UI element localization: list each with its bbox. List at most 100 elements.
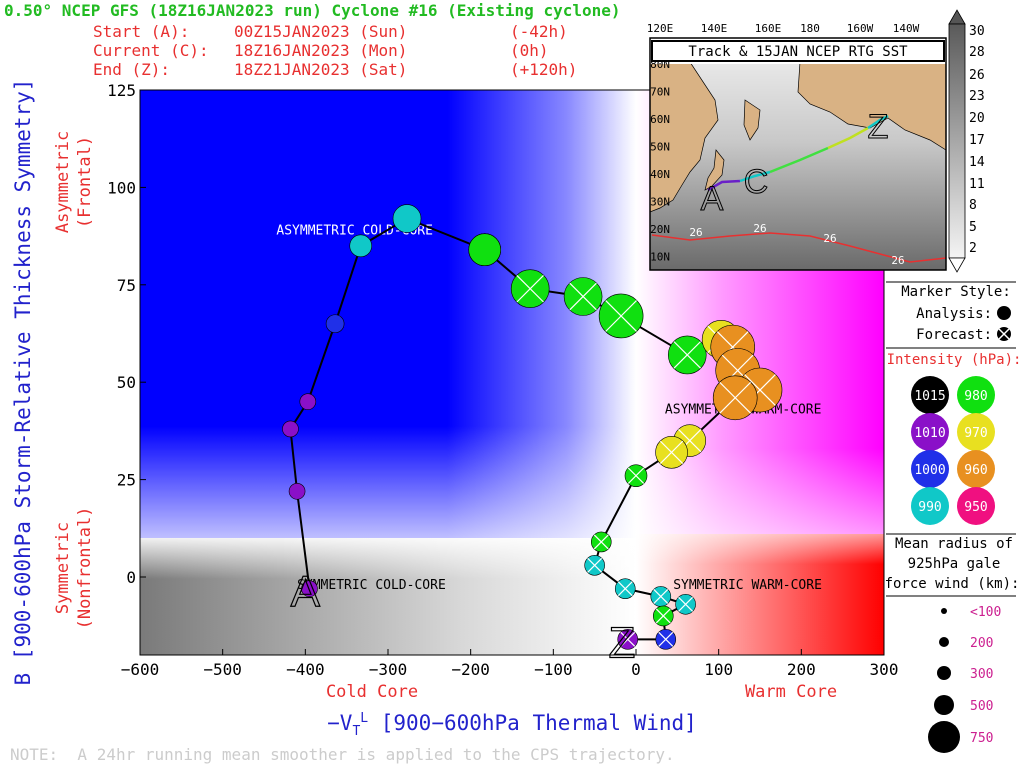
inset-lon-label-0: 120E [647, 22, 674, 35]
trajectory-point-28 [655, 629, 677, 650]
trajectory-point-6 [392, 204, 422, 233]
trajectory-point-24 [614, 578, 636, 599]
inset-lat-label-7: 10N [650, 251, 670, 264]
chart-title: 0.50° NCEP GFS (18Z16JAN2023 run) Cyclon… [4, 1, 621, 20]
inset-lat-label-2: 60N [650, 113, 670, 126]
trajectory-point-25 [650, 586, 672, 607]
trajectory-point-3 [299, 393, 317, 410]
end-label: End (Z): [93, 60, 170, 79]
x-tick-label-1: −500 [203, 660, 242, 679]
x-tick-label-6: 0 [631, 660, 641, 679]
inset-lat-label-0: 80N [650, 58, 670, 71]
svg-text:300: 300 [970, 667, 993, 682]
start-time: 00Z15JAN2023 (Sun) [234, 22, 407, 41]
x-tick-label-7: 100 [704, 660, 733, 679]
legend: Marker Style: Analysis: Forecast: Intens… [885, 281, 1022, 753]
y-tick-label-3: 75 [117, 276, 136, 295]
inset-lat-label-1: 70N [650, 86, 670, 99]
trajectory-point-22 [590, 531, 612, 553]
x-tick-label-4: −200 [451, 660, 490, 679]
legend-intensities: 1015 980 1010 970 1000 960 990 950 [911, 376, 995, 525]
colorbar-label-8: 8 [969, 198, 977, 213]
quadrant-label-2: SYMMETRIC COLD-CORE [297, 578, 446, 593]
trajectory-point-12 [598, 293, 644, 339]
y-tick-label-2: 50 [117, 373, 136, 392]
inset-lon-label-1: 140E [701, 22, 728, 35]
legend-radius-300: 300 [937, 666, 993, 682]
sst-colorbar: 30 28 26 23 20 17 14 11 8 5 2 [948, 9, 985, 273]
colorbar-label-5: 17 [969, 133, 985, 148]
legend-radius-200: 200 [939, 636, 993, 651]
run-info: Start (A): 00Z15JAN2023 (Sun) (-42h) Cur… [93, 22, 577, 79]
svg-text:750: 750 [970, 731, 993, 746]
y-tick-label-1: 25 [117, 471, 136, 490]
trajectory-point-2 [282, 420, 299, 438]
quadrant-label-3: SYMMETRIC WARM-CORE [673, 578, 822, 593]
svg-text:960: 960 [964, 463, 987, 478]
inset-track-d [827, 126, 869, 150]
inset-track-b [739, 170, 771, 183]
trajectory-point-27 [652, 605, 674, 627]
inset-sst-label-3: 26 [823, 232, 836, 245]
x-tick-label-2: −400 [286, 660, 325, 679]
x-tick-label-8: 200 [787, 660, 816, 679]
inset-lon-label-2: 160E [755, 22, 782, 35]
legend-forecast-label: Forecast: [916, 327, 992, 343]
legend-forecast-dot [997, 327, 1011, 341]
inset-marker-z: Z [868, 108, 889, 146]
inset-track-c [769, 146, 829, 174]
inset-map: Track & 15JAN NCEP RTG SST 26 26 26 26 A… [647, 22, 947, 271]
trajectory-point-1 [288, 482, 306, 500]
colorbar-label-3: 23 [969, 89, 985, 104]
trajectory-point-23 [584, 555, 605, 576]
legend-radius-750: 750 [928, 721, 993, 753]
current-label: Current (C): [93, 41, 209, 60]
legend-radius-title-1: Mean radius of [895, 536, 1013, 552]
trajectory-point-0 [301, 580, 318, 597]
trajectory-point-4 [325, 314, 345, 334]
inset-lon-labels: 120E 140E 160E 180 160W 140W [647, 22, 920, 35]
legend-analysis-label: Analysis: [916, 306, 992, 322]
legend-intensity-title: Intensity (hPa): [887, 352, 1022, 368]
legend-intensity-980: 980 [957, 376, 995, 414]
legend-intensity-1010: 1010 [911, 413, 949, 451]
inset-lat-labels: 80N 70N 60N 50N 40N 30N 20N 10N [650, 58, 670, 264]
colorbar-label-2: 26 [969, 68, 985, 83]
trajectory-point-10 [510, 269, 550, 308]
colorbar-label-0: 30 [969, 24, 985, 39]
svg-text:200: 200 [970, 636, 993, 651]
inset-lat-label-3: 50N [650, 141, 670, 154]
inset-land-asia [649, 61, 719, 213]
svg-text:Symmetric: Symmetric [53, 522, 73, 614]
trajectory-point-9 [468, 233, 502, 267]
inset-lat-label-4: 40N [650, 168, 670, 181]
inset-lon-label-5: 140W [893, 22, 920, 35]
trajectory-point-21 [624, 464, 648, 488]
svg-text:990: 990 [918, 500, 941, 515]
svg-text:(Nonfrontal): (Nonfrontal) [75, 507, 95, 630]
colorbar-label-10: 2 [969, 241, 977, 256]
colorbar-label-4: 20 [969, 111, 985, 126]
inset-marker-a: A [701, 180, 724, 218]
legend-intensity-1000: 1000 [911, 450, 949, 488]
trajectory: AZ [282, 204, 783, 668]
inset-marker-c: C [744, 163, 769, 201]
y-tick-label-5: 125 [107, 81, 136, 100]
inset-land-kamchatka [743, 99, 761, 141]
legend-marker-style-title: Marker Style: [901, 284, 1011, 300]
legend-radius-title-2: 925hPa gale [908, 556, 1001, 572]
y-tick-label-4: 100 [107, 178, 136, 197]
x-axis-title: −VTL [900−600hPa Thermal Wind] [327, 711, 697, 739]
y-side-label-bottom: Symmetric (Nonfrontal) [53, 507, 95, 630]
legend-intensity-970: 970 [957, 413, 995, 451]
inset-lat-label-5: 30N [650, 196, 670, 209]
inset-land-japan [704, 149, 725, 191]
trajectory-point-29 [617, 629, 639, 650]
legend-intensity-960: 960 [957, 450, 995, 488]
legend-radius-500: 500 [934, 695, 993, 715]
trajectory-point-26 [675, 593, 696, 615]
trajectory-point-11 [563, 277, 603, 316]
x-side-label-warm: Warm Core [745, 682, 837, 702]
legend-radius-title-3: force wind (km): [885, 576, 1020, 592]
colorbar-label-1: 28 [969, 45, 985, 60]
